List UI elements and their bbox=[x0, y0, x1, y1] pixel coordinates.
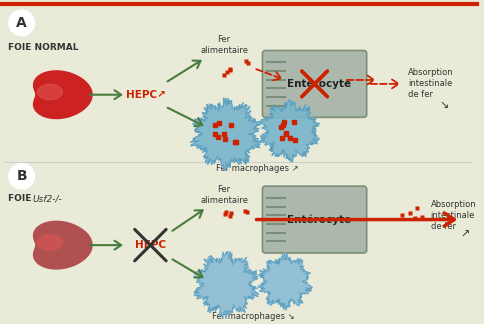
FancyBboxPatch shape bbox=[262, 186, 366, 253]
Text: Fer macrophages ↗: Fer macrophages ↗ bbox=[216, 164, 298, 172]
Polygon shape bbox=[33, 221, 92, 269]
Text: ↘: ↘ bbox=[439, 100, 448, 110]
Polygon shape bbox=[33, 71, 92, 119]
Text: Fer macrophages ↘: Fer macrophages ↘ bbox=[212, 312, 294, 321]
Text: Entérocyte: Entérocyte bbox=[287, 214, 351, 225]
Text: Usf2-/-: Usf2-/- bbox=[32, 194, 62, 203]
Text: Fer
alimentaire: Fer alimentaire bbox=[200, 35, 248, 55]
Text: Absorption
intestinale
de fer: Absorption intestinale de fer bbox=[430, 200, 475, 231]
Polygon shape bbox=[260, 99, 319, 162]
Polygon shape bbox=[257, 253, 312, 310]
Polygon shape bbox=[37, 84, 62, 100]
FancyBboxPatch shape bbox=[262, 51, 366, 117]
Text: Absorption
intestinale
de fer: Absorption intestinale de fer bbox=[407, 68, 453, 99]
Circle shape bbox=[9, 10, 34, 36]
Polygon shape bbox=[37, 235, 62, 250]
Text: HEPC↗: HEPC↗ bbox=[125, 90, 165, 100]
Text: FOIE: FOIE bbox=[8, 194, 34, 203]
Text: A: A bbox=[16, 16, 27, 30]
Circle shape bbox=[9, 164, 34, 189]
Text: FOIE NORMAL: FOIE NORMAL bbox=[8, 43, 78, 52]
Text: HEPC: HEPC bbox=[135, 240, 166, 250]
Text: Entérocyte: Entérocyte bbox=[287, 79, 351, 89]
Text: ↗: ↗ bbox=[459, 229, 469, 239]
Text: B: B bbox=[16, 169, 27, 183]
Text: Fer
alimentaire: Fer alimentaire bbox=[200, 185, 248, 205]
Polygon shape bbox=[193, 251, 258, 318]
Polygon shape bbox=[190, 98, 261, 170]
